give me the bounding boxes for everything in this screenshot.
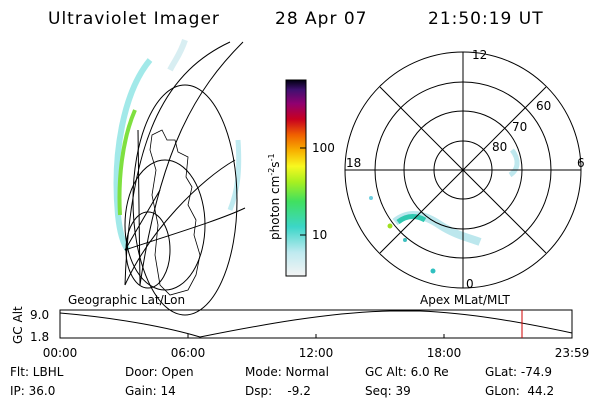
lat-label: 80 [492,140,507,154]
instrument: Ultraviolet Imager [48,9,220,29]
info-field: Mode: Normal [245,365,329,379]
mlt-label: 6 [577,156,585,170]
colorbar-label: photon cm-2s-1 [267,153,282,240]
info-field: Seq: 39 [365,384,411,398]
mlt-label: 12 [472,48,487,62]
x-ticks [59,334,573,338]
time: 21:50:19 UT [428,9,544,29]
colorbar [285,79,307,277]
date: 28 Apr 07 [275,9,367,29]
altitude-curve [59,310,573,338]
info-field: IP: 36.0 [10,384,55,398]
plot-title: Geographic Lat/Lon [68,293,185,307]
info-field: GC Alt: 6.0 Re [365,365,449,379]
y-label: GC Alt [11,306,25,344]
y-tick-label: 1.8 [30,330,49,344]
x-tick-label: 12:00 [299,346,334,360]
x-tick-label: 23:59 [555,346,590,360]
info-panel: Flt: LBHL Door: Open Mode: Normal GC Alt: 6… [10,365,554,398]
colorbar-tick-label: 10 [312,228,327,242]
plot-title: Apex MLat/MLT [420,293,510,307]
colorbar-tick-label: 100 [312,141,335,155]
polar-plot [344,51,582,289]
x-tick-label: 18:00 [427,346,462,360]
x-tick-label: 00:00 [43,346,78,360]
y-tick-label: 9.0 [30,308,49,322]
geo-image [113,39,246,316]
plot-frame [59,309,573,339]
info-field: GLat: -74.9 [485,365,552,379]
info-field: GLon: 44.2 [485,384,554,398]
info-field: Door: Open [125,365,194,379]
info-field: Gain: 14 [125,384,176,398]
info-field: Flt: LBHL [10,365,64,379]
lat-label: 60 [536,99,551,113]
mlt-label: 18 [346,156,361,170]
x-tick-label: 06:00 [171,346,206,360]
mlt-label: 0 [466,277,474,291]
lat-label: 70 [512,120,527,134]
info-field: Dsp: -9.2 [245,384,311,398]
